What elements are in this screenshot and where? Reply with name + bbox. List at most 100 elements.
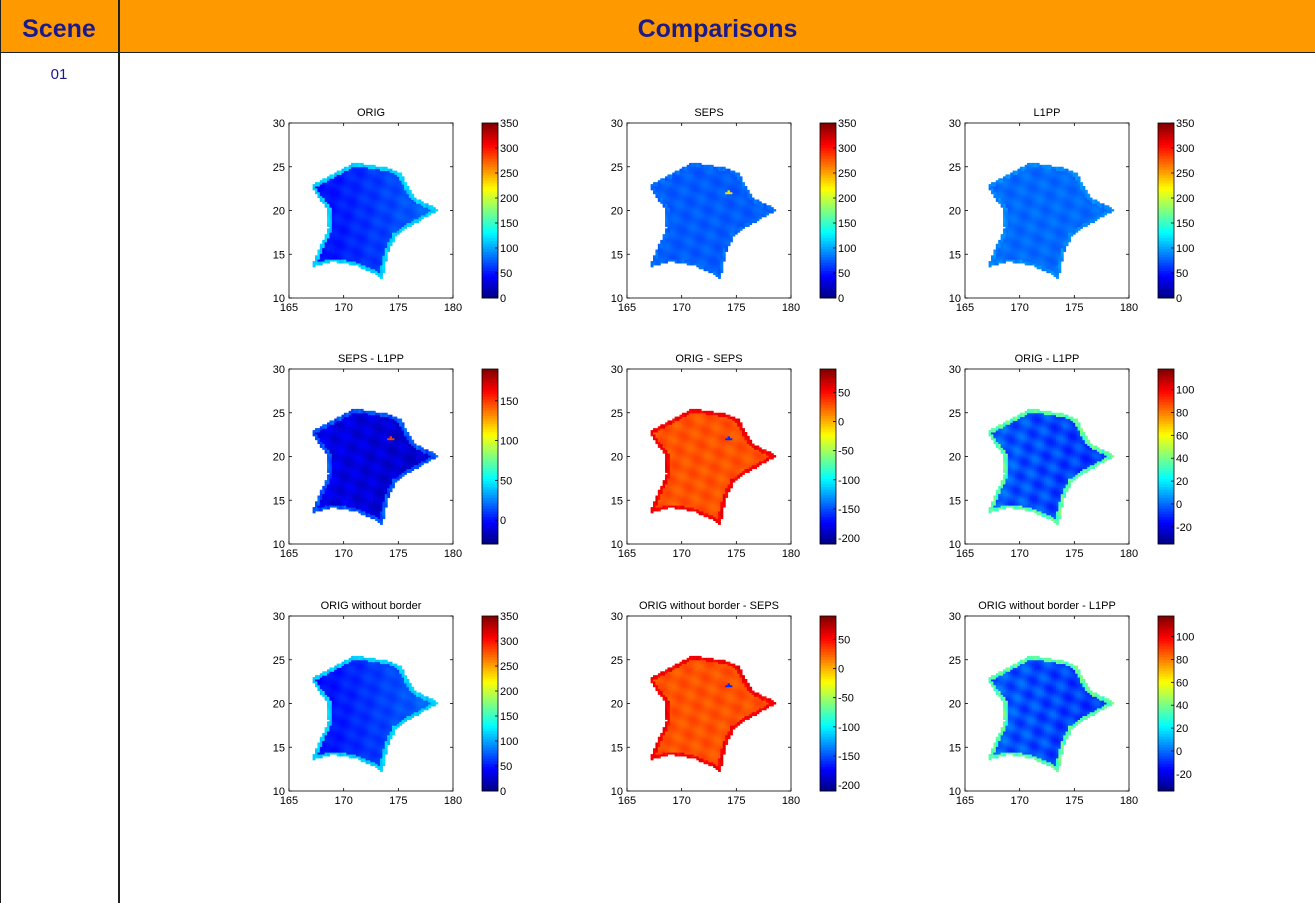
colorbar-segment: [820, 243, 836, 246]
colorbar-segment: [820, 134, 836, 137]
heatmap-panel: 165 170 175 1801015202530SEPS05010015020025…: [611, 107, 857, 314]
heatmap-cell: [749, 194, 752, 196]
chart-title: SEPS: [694, 107, 723, 119]
colorbar-segment: [820, 202, 836, 205]
colorbar-tick-label: 50: [838, 268, 850, 280]
colorbar-tick-label: 50: [500, 268, 512, 280]
colorbar-segment: [482, 142, 498, 145]
colorbar-segment: [482, 156, 498, 159]
colorbar-segment: [482, 238, 498, 241]
heatmap-cell: [773, 209, 776, 211]
colorbar-segment: [482, 191, 498, 194]
colorbar-segment: [482, 131, 498, 134]
colorbar-segment: [482, 200, 498, 203]
colorbar-segment: [820, 167, 836, 170]
y-tick-label: 25: [273, 162, 285, 174]
colorbar-segment: [820, 265, 836, 268]
x-tick-label: 175: [727, 302, 745, 314]
colorbar-tick-label: 100: [838, 243, 856, 255]
y-tick-label: 10: [273, 293, 285, 305]
x-tick-label: 175: [389, 302, 407, 314]
colorbar-segment: [820, 276, 836, 279]
colorbar-segment: [820, 183, 836, 186]
colorbar-segment: [820, 241, 836, 244]
heatmap-cell: [740, 176, 743, 178]
colorbar-segment: [482, 293, 498, 296]
colorbar-tick-label: 250: [838, 168, 856, 180]
colorbar-tick-label: 100: [500, 243, 518, 255]
colorbar-segment: [820, 282, 836, 285]
colorbar-tick-label: 0: [838, 293, 844, 305]
colorbar-segment: [482, 282, 498, 285]
colorbar-tick-label: 350: [838, 118, 856, 130]
colorbar-segment: [820, 284, 836, 287]
heatmap-panel: 165 170 175 1801015202530L1PP05010015020025…: [949, 107, 1195, 314]
colorbar-segment: [482, 202, 498, 205]
colorbar-segment: [482, 276, 498, 279]
colorbar-segment: [482, 232, 498, 235]
colorbar-segment: [482, 279, 498, 282]
colorbar-segment: [820, 290, 836, 293]
colorbar-segment: [482, 194, 498, 197]
colorbar-segment: [482, 183, 498, 186]
heatmap-cell: [399, 173, 402, 175]
colorbar-segment: [820, 254, 836, 257]
colorbar-segment: [482, 180, 498, 183]
colorbar-segment: [820, 180, 836, 183]
colorbar-segment: [482, 284, 498, 287]
colorbar-tick-label: 150: [838, 218, 856, 230]
colorbar-segment: [820, 238, 836, 241]
colorbar-segment: [820, 156, 836, 159]
heatmap-cell: [409, 190, 412, 192]
colorbar-segment: [820, 159, 836, 162]
colorbar-tick-label: 300: [500, 143, 518, 155]
colorbar-segment: [482, 208, 498, 211]
colorbar-segment: [820, 128, 836, 131]
colorbar-segment: [820, 249, 836, 252]
heatmap-cell: [402, 176, 405, 178]
colorbar-segment: [820, 205, 836, 208]
colorbar-segment: [820, 123, 836, 126]
heatmap-cell: [747, 190, 750, 192]
colorbar-segment: [482, 139, 498, 142]
colorbar-segment: [482, 273, 498, 276]
colorbar-segment: [482, 241, 498, 244]
colorbar-segment: [820, 273, 836, 276]
colorbar-segment: [820, 175, 836, 178]
y-tick-label: 30: [611, 118, 623, 130]
colorbar-segment: [482, 249, 498, 252]
colorbar-segment: [820, 189, 836, 192]
colorbar-segment: [482, 126, 498, 129]
colorbar-segment: [820, 216, 836, 219]
y-tick-label: 20: [273, 206, 285, 218]
colorbar-segment: [820, 131, 836, 134]
colorbar-segment: [820, 235, 836, 238]
colorbar-segment: [820, 213, 836, 216]
colorbar-segment: [820, 153, 836, 156]
x-tick-label: 170: [334, 302, 352, 314]
colorbar-segment: [482, 164, 498, 167]
colorbar-segment: [820, 194, 836, 197]
colorbar-segment: [820, 252, 836, 255]
colorbar-segment: [820, 227, 836, 230]
colorbar-segment: [482, 186, 498, 189]
colorbar-segment: [820, 232, 836, 235]
colorbar-segment: [820, 211, 836, 214]
colorbar-segment: [482, 123, 498, 126]
heatmap-panel: 165 170 175 1801015202530ORIG05010015020025…: [273, 107, 519, 314]
colorbar-segment: [482, 265, 498, 268]
colorbar-segment: [820, 164, 836, 167]
colorbar-segment: [820, 257, 836, 260]
y-tick-label: 15: [273, 249, 285, 261]
colorbar-segment: [820, 145, 836, 148]
colorbar-segment: [482, 169, 498, 172]
colorbar-segment: [482, 268, 498, 271]
colorbar-segment: [820, 178, 836, 181]
heatmap-cell: [406, 186, 409, 188]
colorbar-segment: [482, 224, 498, 227]
colorbar-segment: [482, 262, 498, 265]
x-tick-label: 180: [782, 302, 800, 314]
y-tick-label: 30: [273, 118, 285, 130]
colorbar-segment: [820, 260, 836, 263]
colorbar-segment: [820, 287, 836, 290]
